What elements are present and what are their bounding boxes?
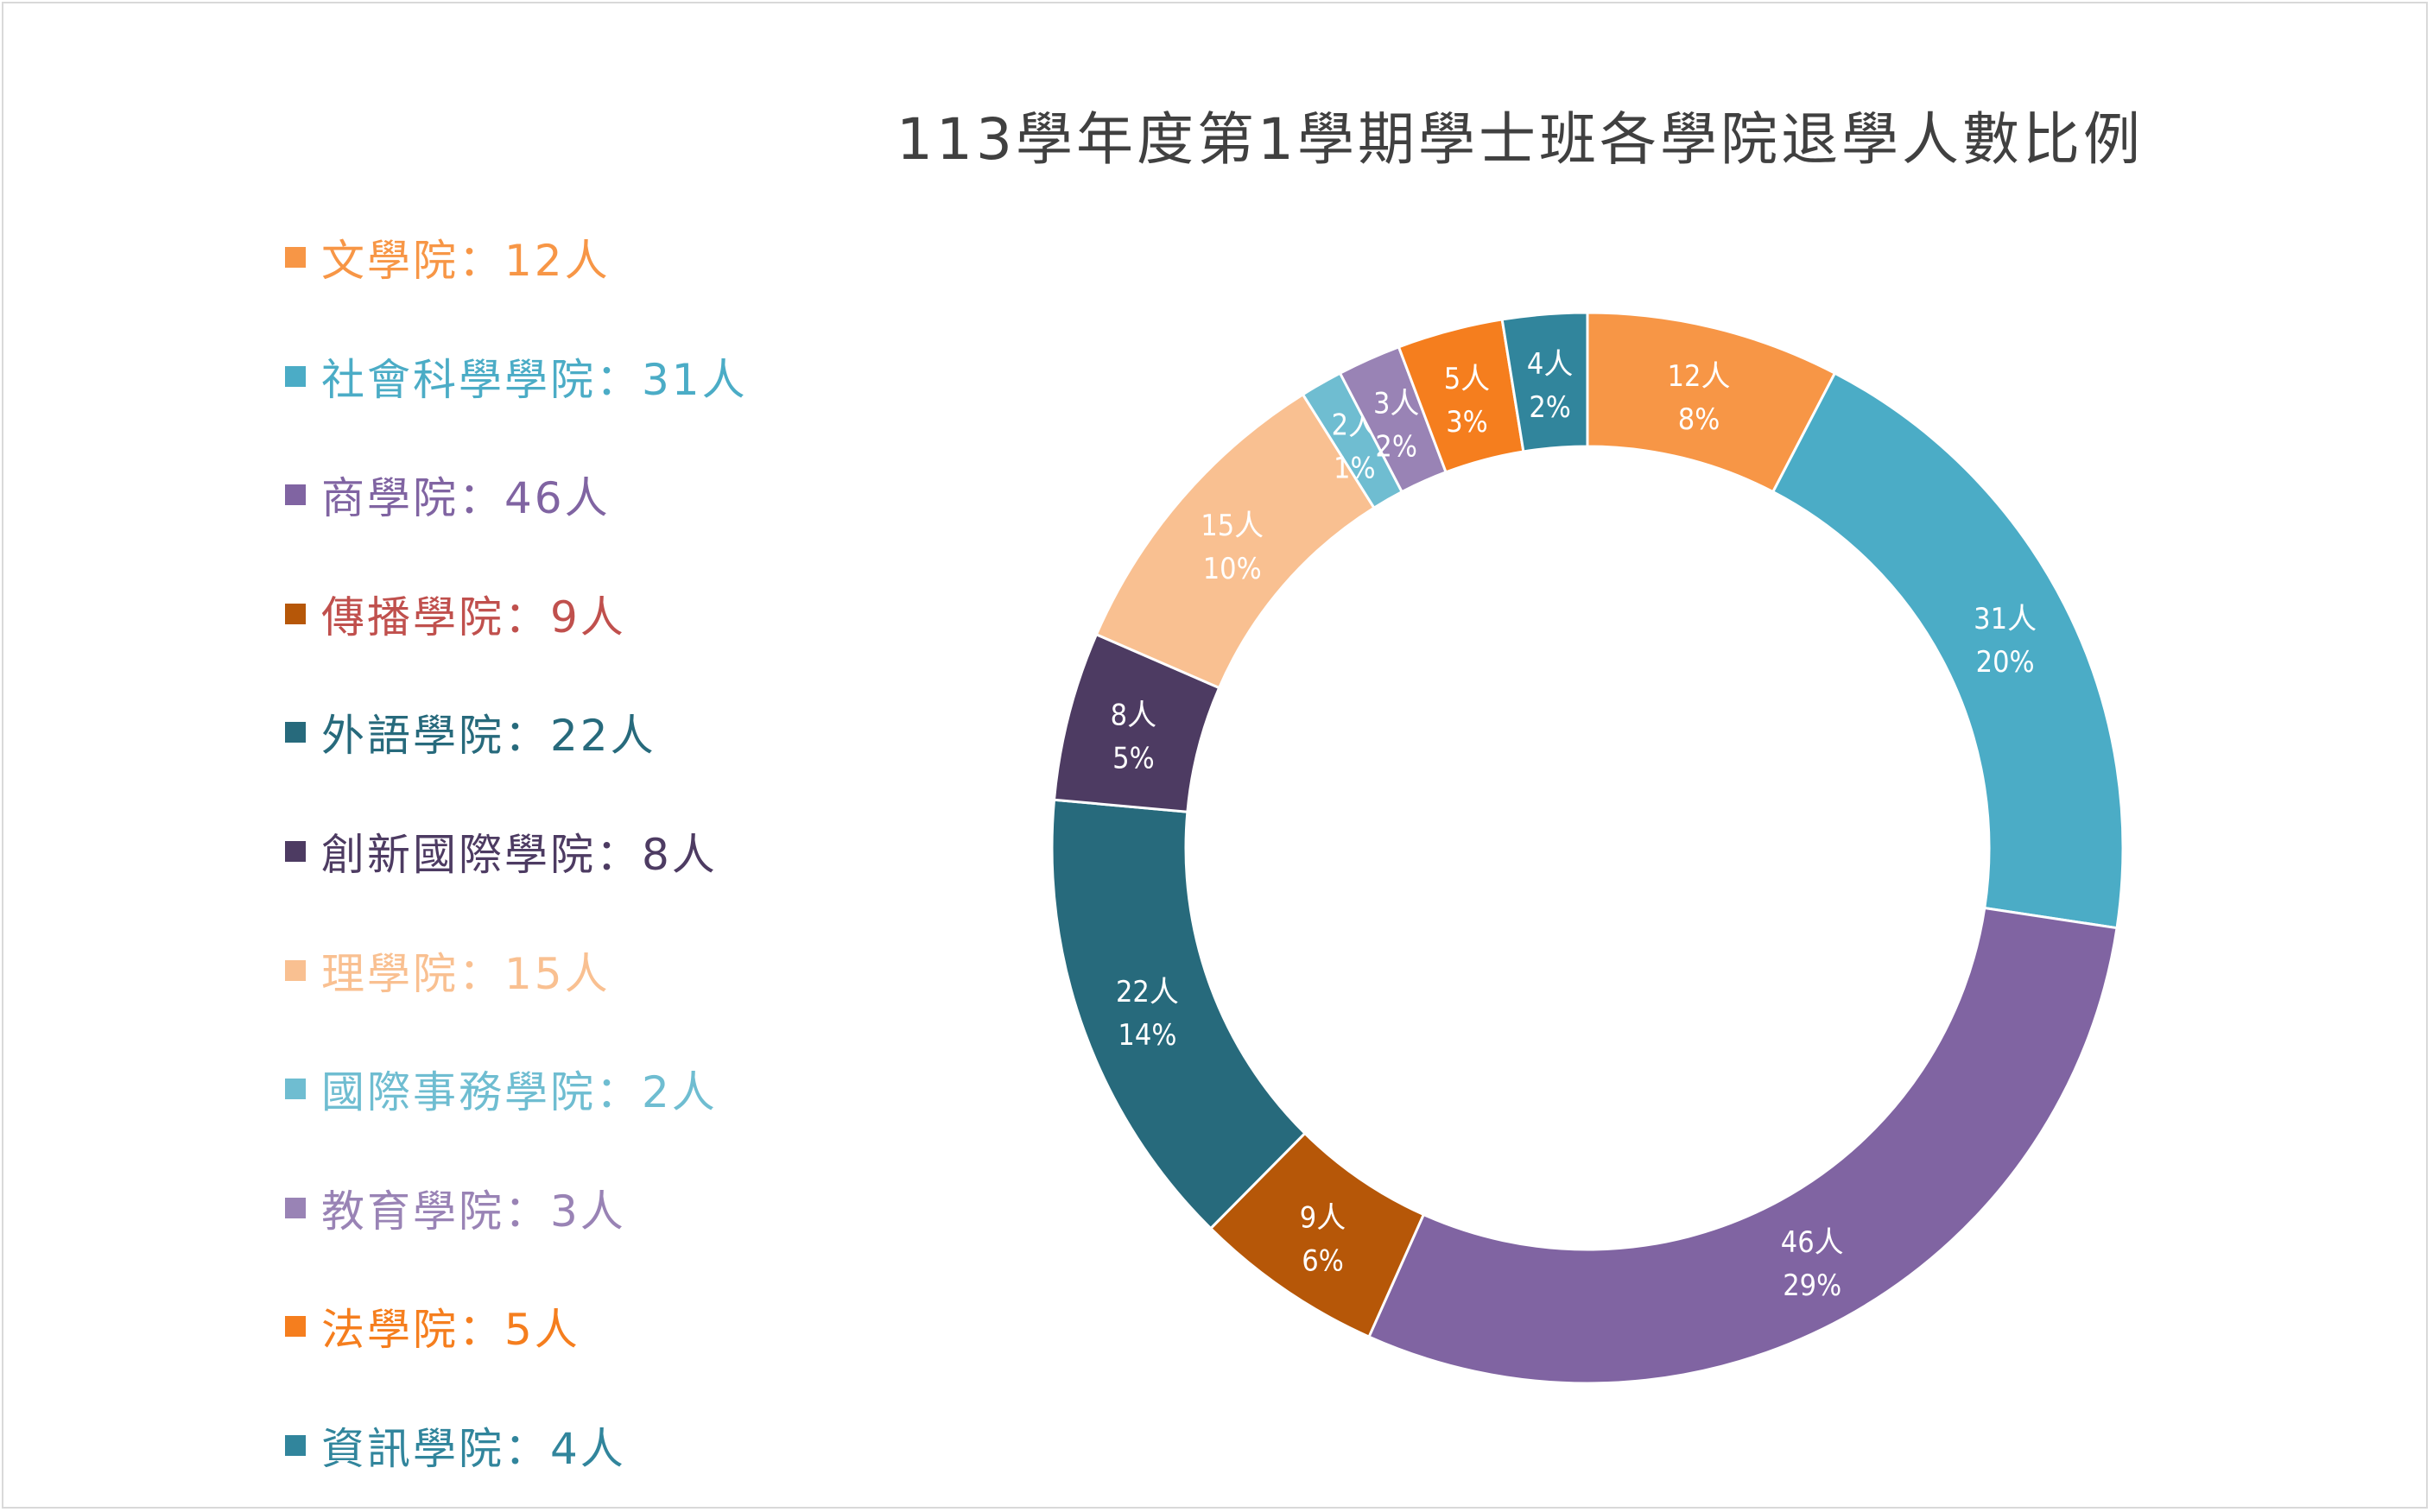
legend-label: 商學院：46人 — [321, 473, 611, 524]
slice-value-label: 31人 — [1974, 602, 2037, 636]
legend-item: 國際事務學院：2人 — [285, 1054, 718, 1123]
legend-item: 傳播學院：9人 — [285, 579, 626, 648]
legend-item: 社會科學學院：31人 — [285, 342, 748, 411]
legend-swatch — [285, 1316, 306, 1338]
slice-value-label: 8人 — [1111, 699, 1156, 733]
slice-percent-label: 14% — [1118, 1018, 1176, 1053]
legend-swatch — [285, 484, 306, 506]
legend-item: 法學院：5人 — [285, 1292, 580, 1361]
donut-slice — [1050, 798, 1307, 1230]
legend-label: 社會科學學院：31人 — [321, 354, 748, 405]
legend-swatch — [285, 722, 306, 743]
legend-swatch — [285, 1197, 306, 1218]
slice-value-label: 5人 — [1444, 362, 1490, 396]
legend-item: 外語學院：22人 — [285, 698, 656, 767]
slice-value-label: 46人 — [1781, 1225, 1844, 1260]
legend-item: 文學院：12人 — [285, 223, 611, 292]
slice-value-label: 3人 — [1373, 387, 1419, 421]
legend-item: 理學院：15人 — [285, 936, 611, 1005]
slice-percent-label: 10% — [1203, 552, 1262, 586]
legend-swatch — [285, 841, 306, 862]
legend-label: 法學院：5人 — [321, 1305, 580, 1356]
slice-percent-label: 2% — [1529, 390, 1571, 425]
legend-label: 創新國際學院：8人 — [321, 830, 718, 880]
legend-item: 教育學院：3人 — [285, 1174, 626, 1243]
legend-swatch — [285, 247, 306, 268]
slice-value-label: 12人 — [1668, 359, 1731, 394]
chart-title: 113學年度第1學期學士班各學院退學人數比例 — [897, 106, 2144, 173]
slice-percent-label: 29% — [1783, 1268, 1841, 1303]
donut-slice — [1367, 906, 2119, 1385]
legend-label: 資訊學院：4人 — [321, 1424, 626, 1474]
legend-swatch — [285, 603, 306, 624]
slice-percent-label: 5% — [1112, 742, 1155, 776]
slice-percent-label: 3% — [1446, 405, 1488, 440]
legend-label: 理學院：15人 — [321, 948, 611, 999]
slice-percent-label: 8% — [1678, 402, 1720, 437]
legend-item: 創新國際學院：8人 — [285, 817, 718, 886]
legend-swatch — [285, 1079, 306, 1100]
legend-item: 資訊學院：4人 — [285, 1411, 626, 1480]
legend-label: 教育學院：3人 — [321, 1186, 626, 1237]
legend-item: 商學院：46人 — [285, 460, 611, 529]
legend-swatch — [285, 959, 306, 981]
legend-swatch — [285, 1435, 306, 1456]
slice-value-label: 4人 — [1527, 347, 1573, 382]
slice-value-label: 9人 — [1300, 1201, 1346, 1236]
slice-value-label: 15人 — [1201, 509, 1264, 543]
legend-label: 傳播學院：9人 — [321, 592, 626, 642]
slice-value-label: 22人 — [1116, 975, 1179, 1009]
legend-label: 外語學院：22人 — [321, 711, 656, 762]
slice-percent-label: 20% — [1976, 645, 2035, 680]
slice-percent-label: 2% — [1375, 430, 1417, 465]
donut-slice — [1771, 371, 2125, 930]
legend-swatch — [285, 365, 306, 387]
legend-label: 國際事務學院：2人 — [321, 1067, 718, 1118]
slice-percent-label: 1% — [1334, 451, 1376, 485]
slice-percent-label: 6% — [1302, 1244, 1344, 1279]
legend-label: 文學院：12人 — [321, 236, 611, 286]
donut-slice — [1500, 311, 1589, 453]
